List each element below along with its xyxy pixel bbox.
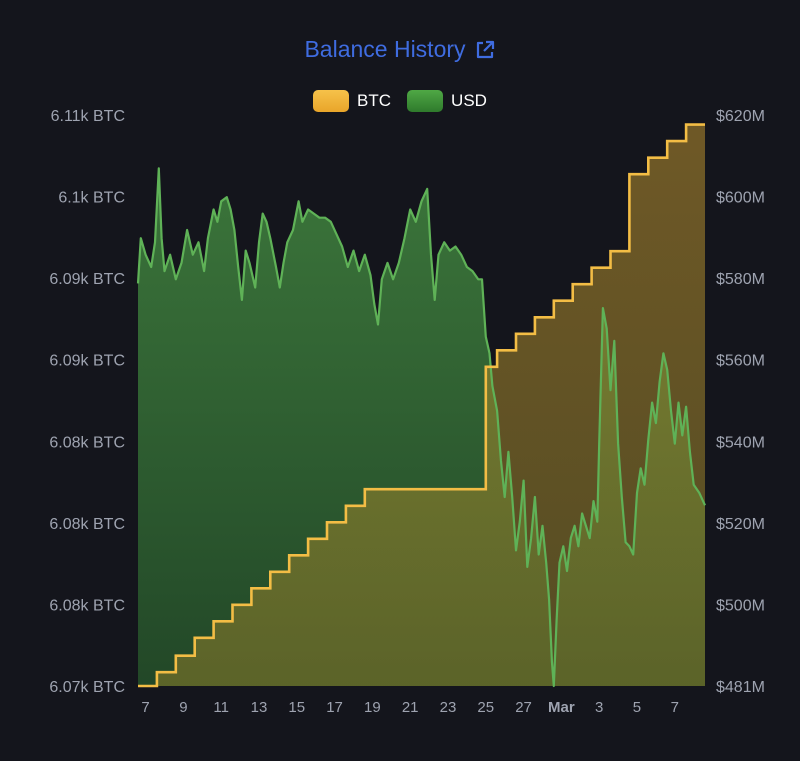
x-tick-label: 7 (141, 699, 149, 716)
x-tick-label: 19 (364, 699, 381, 716)
y-left-tick-label: 6.07k BTC (49, 679, 125, 696)
y-right-tick-label: $481M (716, 679, 765, 696)
legend-label-usd: USD (451, 91, 487, 110)
x-axis: 7 9 11 13 15 17 19 21 23 25 27 Mar 3 5 7 (141, 699, 679, 716)
y-left-tick-label: 6.11k BTC (51, 108, 125, 125)
legend-label-btc: BTC (357, 91, 392, 110)
y-right-tick-label: $520M (716, 516, 765, 533)
plot-area (136, 123, 706, 688)
x-tick-label: 27 (515, 699, 532, 716)
usd-line (136, 167, 706, 688)
y-left-tick-label: 6.09k BTC (49, 271, 125, 288)
y-right-tick-label: $580M (716, 271, 765, 288)
y-axis-left: 6.11k BTC 6.1k BTC 6.09k BTC 6.09k BTC 6.08k… (49, 108, 125, 696)
x-tick-label: 23 (440, 699, 457, 716)
x-tick-label: 9 (179, 699, 187, 716)
y-right-tick-label: $620M (716, 108, 765, 125)
btc-line (138, 123, 705, 688)
x-tick-label: 17 (326, 699, 343, 716)
x-tick-label: 11 (213, 699, 229, 716)
legend-item-usd[interactable]: USD (407, 90, 487, 112)
x-tick-label: 15 (288, 699, 305, 716)
y-right-tick-label: $600M (716, 190, 765, 207)
y-left-tick-label: 6.1k BTC (58, 190, 125, 207)
y-right-tick-label: $560M (716, 353, 765, 370)
external-link-icon (474, 39, 496, 61)
y-right-tick-label: $540M (716, 434, 765, 451)
y-left-tick-label: 6.08k BTC (49, 597, 125, 614)
chart-title: Balance History (304, 36, 466, 62)
legend-item-btc[interactable]: BTC (313, 90, 391, 112)
x-tick-label: 3 (595, 699, 603, 716)
legend-swatch-btc (313, 90, 350, 112)
x-tick-label: 25 (477, 699, 494, 716)
x-tick-label: 21 (402, 699, 419, 716)
chart-title-wrap: Balance History (0, 36, 800, 63)
y-right-tick-label: $500M (716, 597, 765, 614)
x-tick-label: 13 (251, 699, 268, 716)
x-tick-label: 7 (671, 699, 679, 716)
y-left-tick-label: 6.08k BTC (49, 434, 125, 451)
y-axis-right: $620M $600M $580M $560M $540M $520M $500M $481M (716, 108, 765, 696)
x-tick-label: 5 (633, 699, 641, 716)
legend-swatch-usd (407, 90, 444, 112)
y-left-tick-label: 6.09k BTC (49, 353, 125, 370)
chart-legend: BTC USD (0, 90, 800, 112)
chart-title-link[interactable]: Balance History (304, 36, 495, 63)
x-tick-label: Mar (548, 699, 575, 716)
y-left-tick-label: 6.08k BTC (49, 516, 125, 533)
